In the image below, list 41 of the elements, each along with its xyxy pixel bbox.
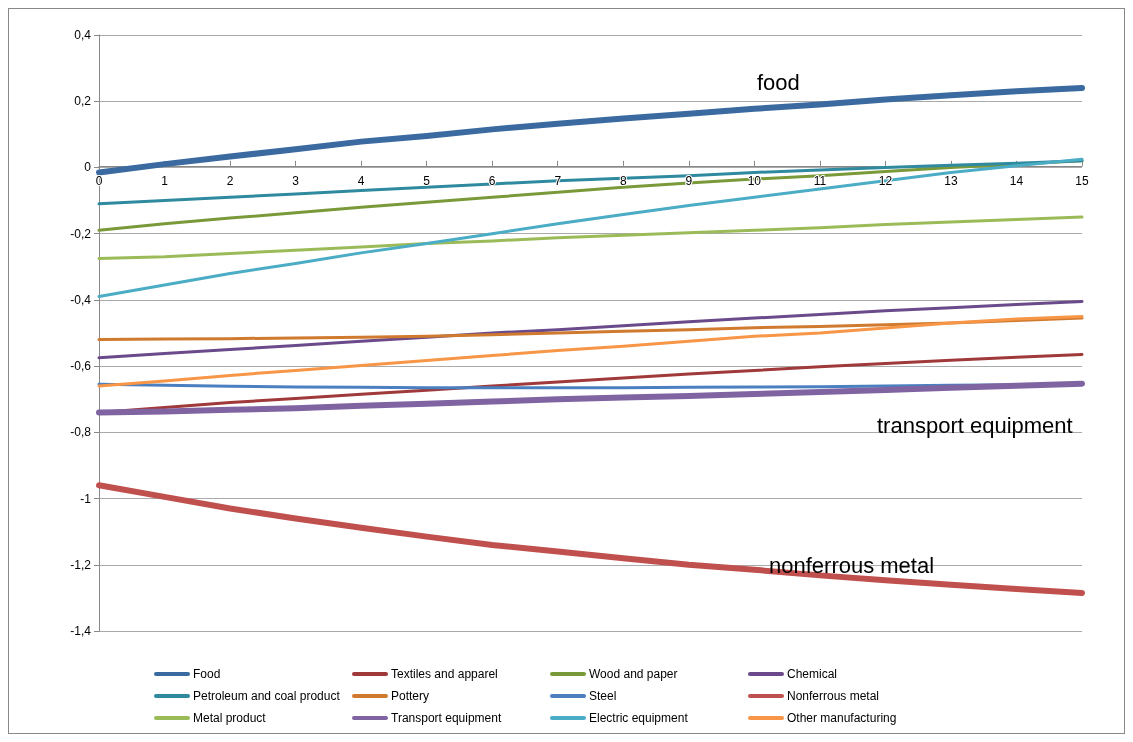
x-tick-label: 7 <box>554 174 562 189</box>
annotation: food <box>757 69 800 95</box>
y-tick-label: 0,4 <box>74 28 92 42</box>
y-tick-label: -0,2 <box>70 226 92 241</box>
legend-label: Food <box>193 667 221 681</box>
y-tick-label: -0,8 <box>70 425 92 440</box>
x-tick-label: 11 <box>813 174 827 189</box>
x-tick-label: 12 <box>878 174 893 189</box>
y-tick-label: 0,2 <box>74 94 92 109</box>
x-tick-label: 13 <box>944 174 958 189</box>
legend-label: Transport equipment <box>391 711 502 725</box>
x-tick-label: 4 <box>357 174 365 189</box>
x-tick-label: 2 <box>226 174 234 189</box>
y-tick-label: -1 <box>80 491 92 506</box>
legend-label: Electric equipment <box>589 711 689 725</box>
line-series <box>97 314 1084 388</box>
x-tick-label: 14 <box>1009 174 1024 189</box>
line-series <box>97 215 1084 260</box>
legend-label: Steel <box>589 689 617 703</box>
legend-label: Nonferrous metal <box>787 689 880 703</box>
annotation: nonferrous metal <box>769 552 935 578</box>
y-tick-label: -1,4 <box>70 624 92 638</box>
x-tick-label: 1 <box>161 174 169 189</box>
x-tick-label: 9 <box>685 174 693 189</box>
x-tick-label: 5 <box>423 174 431 189</box>
legend-label: Wood and paper <box>589 667 678 681</box>
y-tick-label: -1,2 <box>70 557 92 572</box>
legend-label: Metal product <box>193 711 267 725</box>
legend-label: Petroleum and coal product <box>193 689 341 703</box>
y-tick-label: 0 <box>84 160 92 175</box>
x-tick-label: 0 <box>95 174 103 189</box>
legend-label: Chemical <box>787 667 838 681</box>
y-tick-label: -0,6 <box>70 359 92 374</box>
line-series <box>97 300 1084 360</box>
legend-label: Pottery <box>391 689 430 703</box>
legend-label: Other manufacturing <box>787 711 897 725</box>
y-tick-label: -0,4 <box>70 292 92 307</box>
annotation: transport equipment <box>877 412 1073 438</box>
x-tick-label: 3 <box>292 174 300 189</box>
legend-label: Textiles and apparel <box>391 667 498 681</box>
x-tick-label: 15 <box>1075 174 1089 189</box>
